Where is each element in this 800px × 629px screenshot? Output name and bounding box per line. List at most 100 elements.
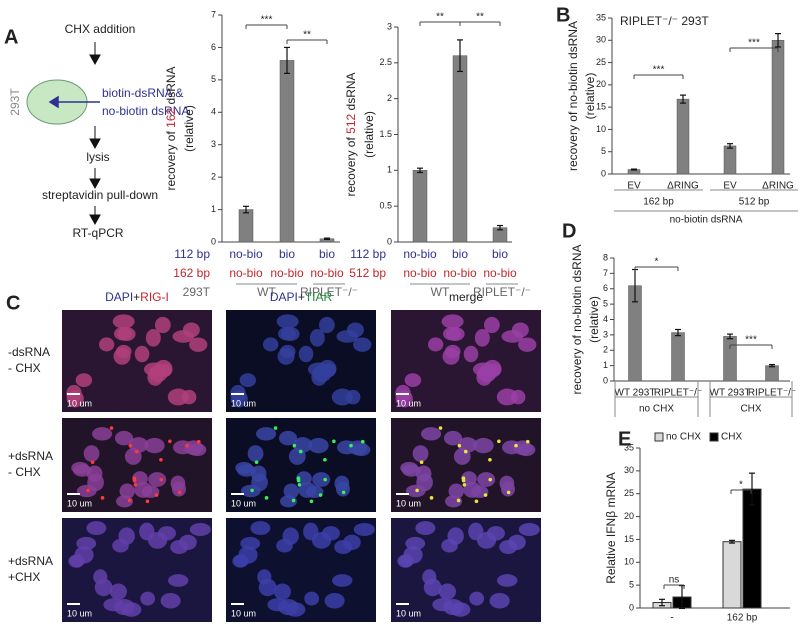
nucleus [258, 578, 277, 597]
row-label: 293T [183, 285, 211, 299]
nucleus [276, 538, 293, 553]
error-bar [675, 328, 681, 337]
bar [279, 60, 295, 243]
nucleus [172, 330, 195, 343]
granule [514, 443, 518, 448]
y-tick-label: 1 [603, 360, 608, 370]
nucleus [450, 602, 471, 617]
nucleus [73, 464, 92, 477]
y-tick-label: 20 [596, 79, 606, 89]
y-tick-label: 5 [629, 580, 634, 590]
x-tick-label: ΔRING [762, 181, 794, 192]
bar [452, 55, 468, 243]
granule [462, 483, 467, 487]
granule [86, 488, 90, 493]
column-title-part: + [133, 290, 140, 304]
nucleus [109, 583, 127, 600]
table-cell: no-bio [229, 247, 263, 261]
y-tick-label: 0 [211, 236, 216, 246]
error-bar [727, 333, 733, 340]
row-label: 112 bp [174, 247, 210, 261]
row-label: - CHX [8, 465, 41, 479]
granule [463, 449, 468, 454]
nucleus [263, 337, 279, 352]
nucleus [483, 316, 500, 334]
nucleus [134, 481, 153, 498]
nucleus [279, 344, 296, 359]
nucleus [517, 443, 536, 457]
x-tick-label: EV [627, 181, 641, 192]
y-tick-label: 0 [601, 168, 606, 178]
table-cell: no-bio [403, 247, 437, 261]
nucleus [402, 464, 421, 477]
y-tick-label: 2.5 [379, 57, 392, 67]
nucleus [103, 598, 124, 612]
granule [506, 490, 511, 495]
bar [765, 365, 779, 382]
nucleus [499, 475, 515, 492]
y-axis-label-part: 512 [344, 113, 358, 133]
y-tick-label: 35 [596, 12, 606, 22]
scale-label: 10 um [396, 608, 421, 618]
granule [109, 426, 114, 430]
y-tick-label: 25 [624, 488, 634, 498]
nucleus [448, 483, 464, 499]
granule [483, 493, 488, 497]
granule [159, 477, 164, 482]
significance: *** [745, 335, 757, 346]
granule [309, 499, 314, 504]
column-title-part: DAPI [105, 290, 133, 304]
nucleus [250, 521, 271, 536]
nucleus [267, 598, 288, 612]
y-tick-label: 5 [601, 146, 606, 156]
group-label: no-biotin dsRNA [670, 215, 743, 226]
x-tick-label: EV [723, 181, 737, 192]
bar [671, 332, 685, 382]
group-label: 162 bp [643, 197, 674, 208]
legend-swatch [654, 432, 664, 442]
nucleus [477, 472, 496, 487]
y-axis-label-part: 162 [164, 107, 178, 127]
column-title-part: DAPI [270, 290, 298, 304]
table-cell: no-bio [403, 266, 437, 280]
nucleus [145, 329, 161, 347]
error-bar [727, 143, 733, 149]
y-axis-label-part: recovery of [164, 128, 178, 191]
group-label: WT [257, 285, 276, 299]
granule [159, 458, 163, 462]
nucleus [168, 574, 189, 587]
granule [488, 458, 492, 462]
nucleus [501, 330, 524, 343]
column-title-part: merge [449, 290, 483, 304]
table-cell: bio [319, 247, 335, 261]
granule [497, 439, 501, 444]
nucleus [489, 592, 510, 609]
nucleus [234, 554, 249, 568]
nucleus [75, 373, 93, 388]
nucleus [170, 475, 186, 492]
row-label: +dsRNA [8, 449, 53, 463]
nucleus [312, 365, 332, 383]
nucleus [477, 365, 497, 383]
nucleus [83, 445, 100, 462]
y-axis-label: (relative) [587, 296, 601, 343]
panel-label: C [6, 292, 20, 314]
significance: *** [653, 65, 665, 76]
arrow [89, 126, 101, 150]
y-tick-label: 5 [603, 299, 608, 309]
chart-title: RIPLET⁻/⁻ 293T [620, 14, 709, 28]
nucleus [134, 345, 150, 363]
nucleus [497, 574, 518, 587]
y-tick-label: 0 [387, 236, 392, 246]
granule [291, 498, 296, 503]
granule [100, 496, 105, 500]
nucleus [474, 329, 490, 347]
nucleus [121, 602, 142, 617]
granule [90, 460, 95, 465]
error-bar [243, 205, 249, 214]
legend-label: no CHX [666, 432, 701, 443]
nucleus [432, 598, 453, 612]
y-tick-label: 2 [211, 172, 216, 182]
granule [196, 439, 201, 444]
probe-label: no-biotin dsRNA [102, 104, 189, 118]
